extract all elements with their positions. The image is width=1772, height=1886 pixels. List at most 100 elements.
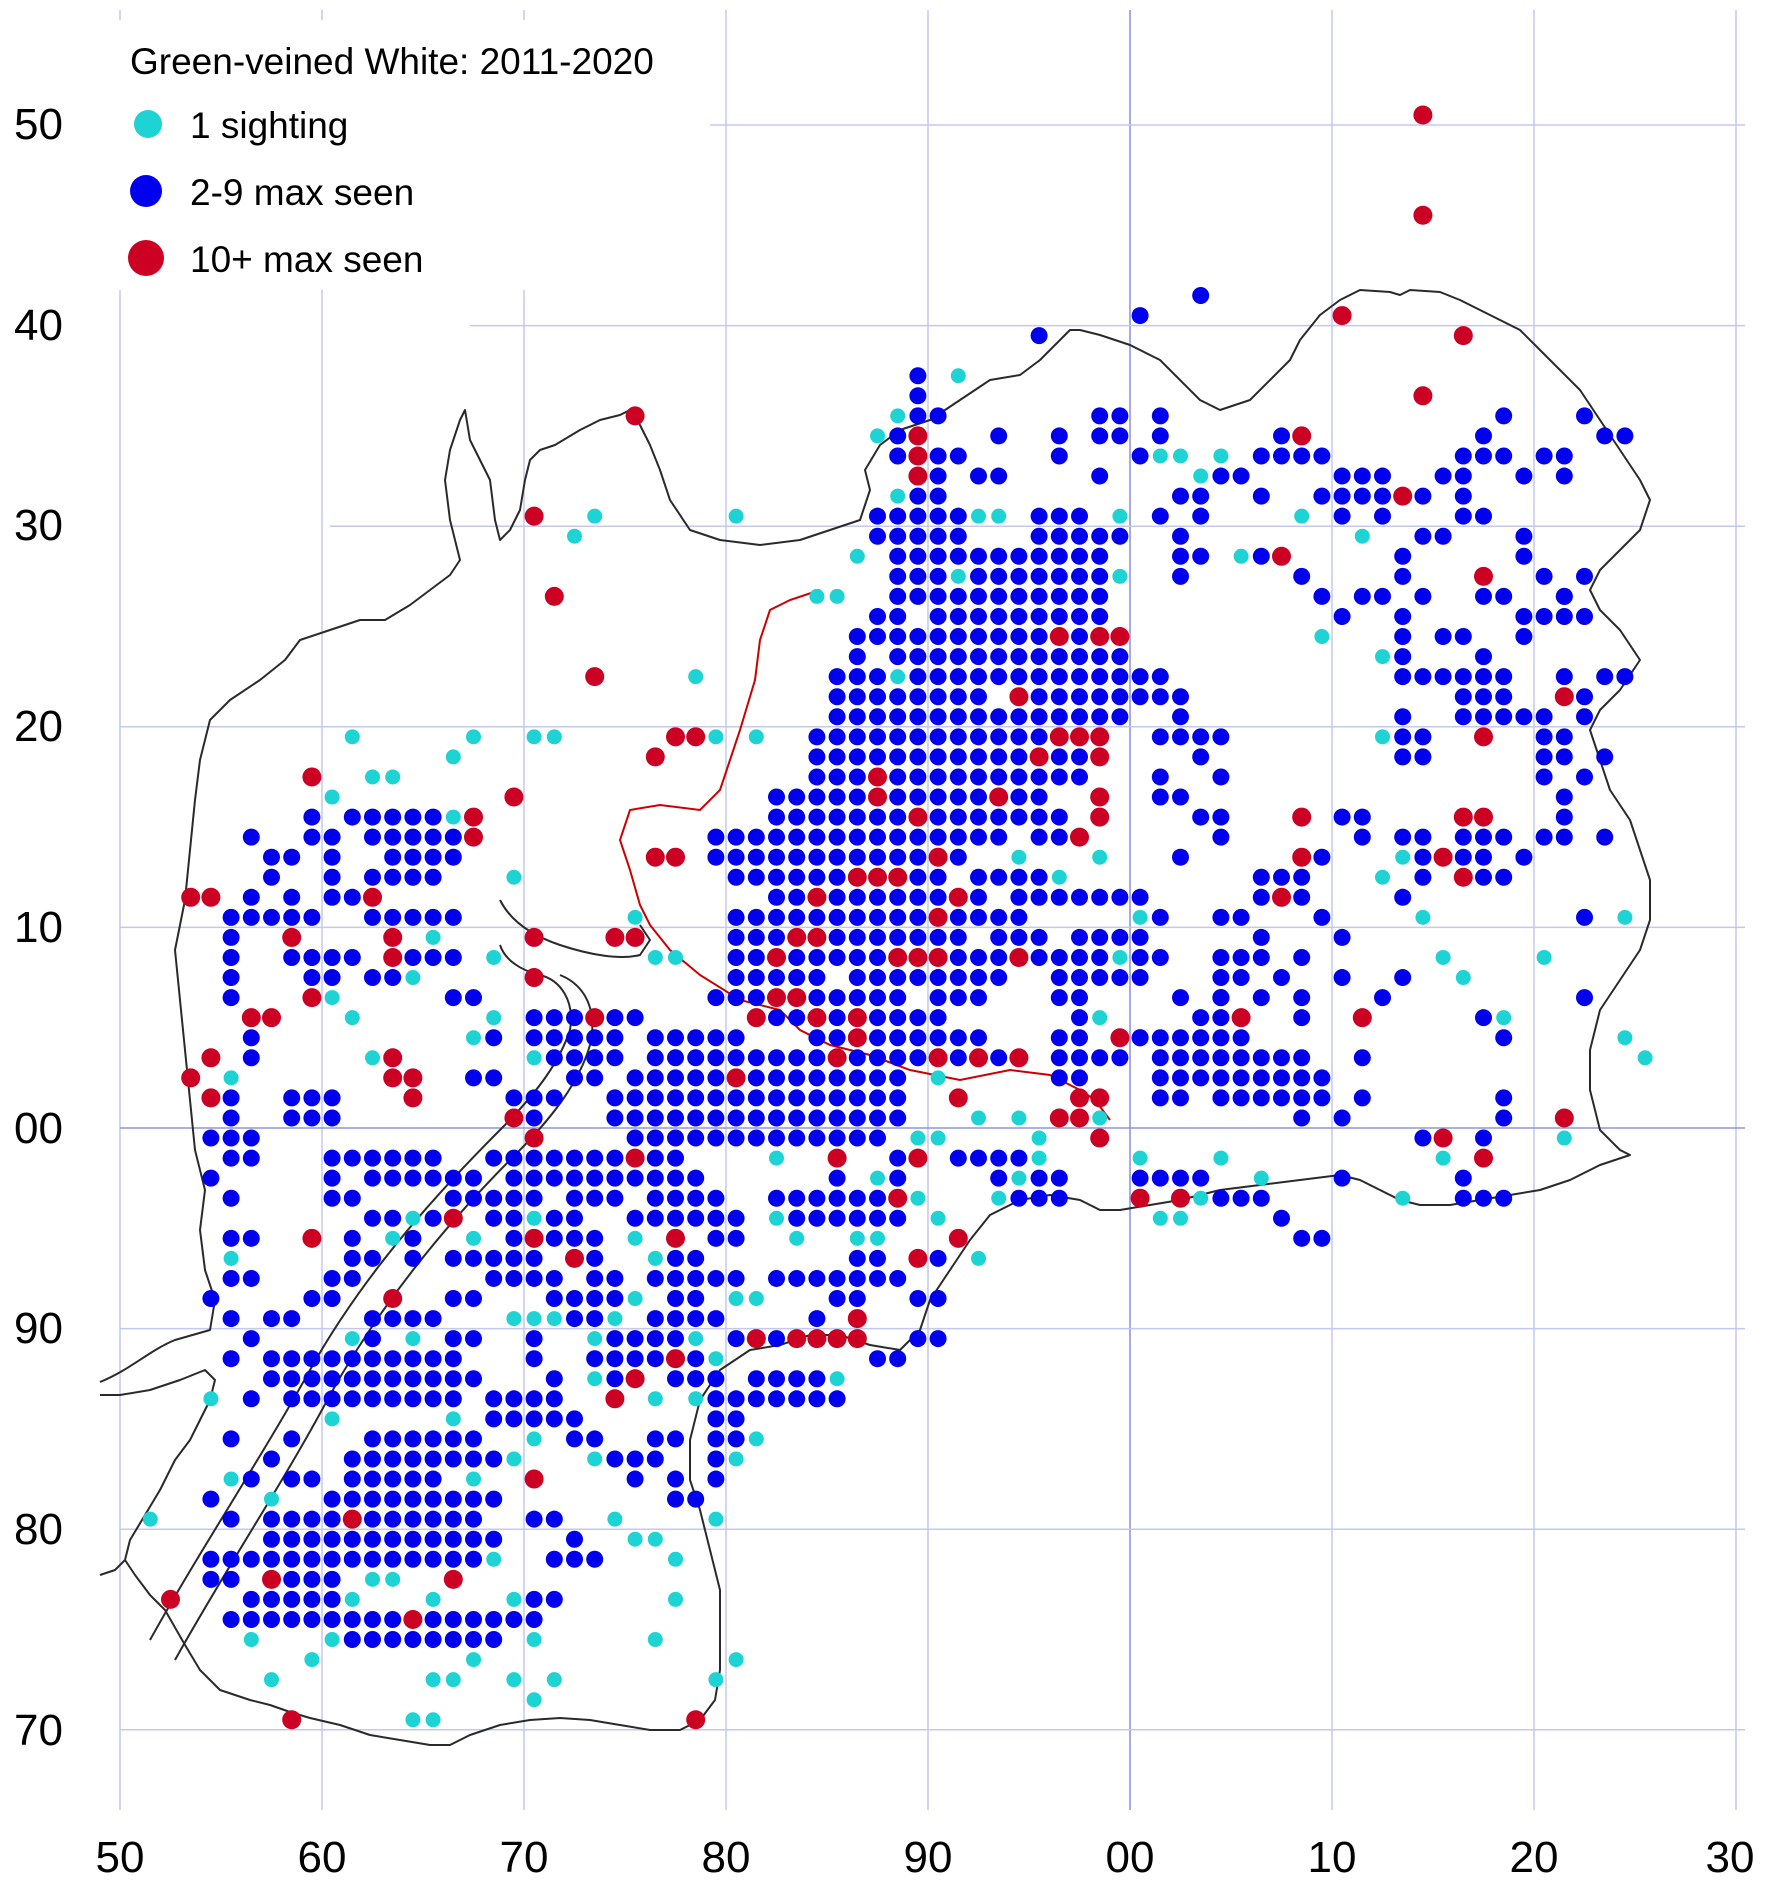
sighting-dot bbox=[1535, 728, 1553, 746]
sighting-dot bbox=[364, 1310, 381, 1328]
sighting-dot bbox=[566, 1069, 583, 1087]
sighting-dot bbox=[384, 969, 402, 987]
sighting-dot bbox=[384, 1209, 402, 1227]
sighting-dot bbox=[1495, 1089, 1513, 1107]
sighting-dot bbox=[223, 1250, 239, 1266]
sighting-dot bbox=[1050, 668, 1068, 686]
sighting-dot bbox=[848, 808, 866, 826]
series-10-max-seen bbox=[161, 105, 1574, 1730]
sighting-dot bbox=[485, 1450, 503, 1468]
sighting-dot bbox=[908, 807, 928, 827]
sighting-dot bbox=[727, 828, 745, 846]
sighting-dot bbox=[465, 1530, 482, 1548]
sighting-dot bbox=[828, 788, 846, 806]
sighting-dot bbox=[323, 969, 341, 987]
sighting-dot bbox=[222, 908, 240, 926]
sighting-dot bbox=[1252, 868, 1270, 886]
sighting-dot bbox=[869, 908, 886, 926]
sighting-dot bbox=[505, 1249, 523, 1267]
sighting-dot bbox=[990, 768, 1008, 786]
sighting-dot bbox=[443, 1208, 463, 1228]
sighting-dot bbox=[1375, 869, 1390, 885]
sighting-dot bbox=[1434, 527, 1452, 545]
sighting-dot bbox=[748, 1431, 764, 1447]
sighting-dot bbox=[767, 947, 786, 967]
sighting-dot bbox=[889, 427, 907, 445]
sighting-dot bbox=[1273, 868, 1290, 886]
sighting-dot bbox=[625, 927, 645, 947]
sighting-dot bbox=[425, 1591, 441, 1607]
sighting-dot bbox=[605, 927, 625, 947]
sighting-dot bbox=[869, 848, 886, 866]
sighting-dot bbox=[708, 1672, 724, 1688]
sighting-dot bbox=[424, 868, 442, 886]
sighting-dot bbox=[545, 1290, 563, 1308]
y-tick-label: 50 bbox=[14, 100, 63, 149]
sighting-dot bbox=[323, 1290, 341, 1308]
sighting-dot bbox=[747, 969, 765, 987]
sighting-dot bbox=[546, 1311, 562, 1327]
sighting-dot bbox=[848, 628, 866, 646]
sighting-dot bbox=[1030, 1189, 1048, 1207]
sighting-dot bbox=[1030, 768, 1048, 786]
sighting-dot bbox=[364, 1550, 381, 1568]
x-tick-label: 00 bbox=[1106, 1833, 1155, 1882]
y-tick-label: 20 bbox=[14, 702, 63, 751]
sighting-dot bbox=[242, 1049, 260, 1067]
sighting-dot bbox=[364, 1350, 381, 1368]
sighting-dot bbox=[323, 1610, 341, 1628]
sighting-dot bbox=[1132, 909, 1148, 925]
legend-swatch-1-sighting bbox=[134, 110, 162, 138]
sighting-dot bbox=[506, 869, 522, 885]
sighting-dot bbox=[667, 1129, 684, 1147]
sighting-dot bbox=[1010, 868, 1028, 886]
sighting-dot bbox=[847, 1028, 867, 1048]
sighting-dot bbox=[948, 1228, 968, 1248]
sighting-dot bbox=[384, 1370, 402, 1388]
sighting-dot bbox=[889, 607, 907, 625]
sighting-dot bbox=[424, 908, 442, 926]
sighting-dot bbox=[646, 1109, 664, 1127]
sighting-dot bbox=[909, 1330, 927, 1348]
sighting-dot bbox=[990, 928, 1008, 946]
sighting-dot bbox=[828, 688, 846, 706]
x-tick-label: 80 bbox=[702, 1833, 751, 1882]
sighting-dot bbox=[808, 1109, 826, 1127]
sighting-dot bbox=[222, 1610, 240, 1628]
sighting-dot bbox=[990, 668, 1008, 686]
sighting-dot bbox=[1010, 587, 1028, 605]
sighting-dot bbox=[1031, 1130, 1047, 1146]
sighting-dot bbox=[445, 809, 461, 825]
sighting-dot bbox=[828, 1269, 846, 1287]
sighting-dot bbox=[1111, 648, 1129, 666]
sighting-dot bbox=[1011, 849, 1027, 865]
sighting-dot bbox=[1313, 848, 1331, 866]
sighting-dot bbox=[667, 1430, 684, 1448]
sighting-dot bbox=[464, 827, 483, 847]
sighting-dot bbox=[1616, 668, 1634, 686]
sighting-dot bbox=[283, 1089, 301, 1107]
sighting-dot bbox=[364, 1249, 381, 1267]
sighting-dot bbox=[384, 868, 402, 886]
sighting-dot bbox=[1353, 808, 1371, 826]
sighting-dot bbox=[505, 1269, 523, 1287]
sighting-dot bbox=[403, 1609, 423, 1629]
sighting-dot bbox=[889, 828, 907, 846]
sighting-dot bbox=[384, 1350, 402, 1368]
sighting-dot bbox=[869, 708, 886, 726]
sighting-dot bbox=[1151, 768, 1169, 786]
sighting-dot bbox=[222, 948, 240, 966]
sighting-dot bbox=[1071, 507, 1088, 525]
sighting-dot bbox=[909, 487, 927, 505]
sighting-dot bbox=[1151, 1169, 1169, 1187]
sighting-dot bbox=[1010, 1149, 1028, 1167]
sighting-dot bbox=[667, 1370, 684, 1388]
sighting-dot bbox=[788, 1269, 806, 1287]
sighting-dot bbox=[1515, 628, 1533, 646]
sighting-dot bbox=[1232, 1069, 1250, 1087]
sighting-dot bbox=[808, 1189, 826, 1207]
sighting-dot bbox=[788, 788, 806, 806]
sighting-dot bbox=[747, 948, 765, 966]
sighting-dot bbox=[566, 1189, 583, 1207]
sighting-dot bbox=[889, 507, 907, 525]
